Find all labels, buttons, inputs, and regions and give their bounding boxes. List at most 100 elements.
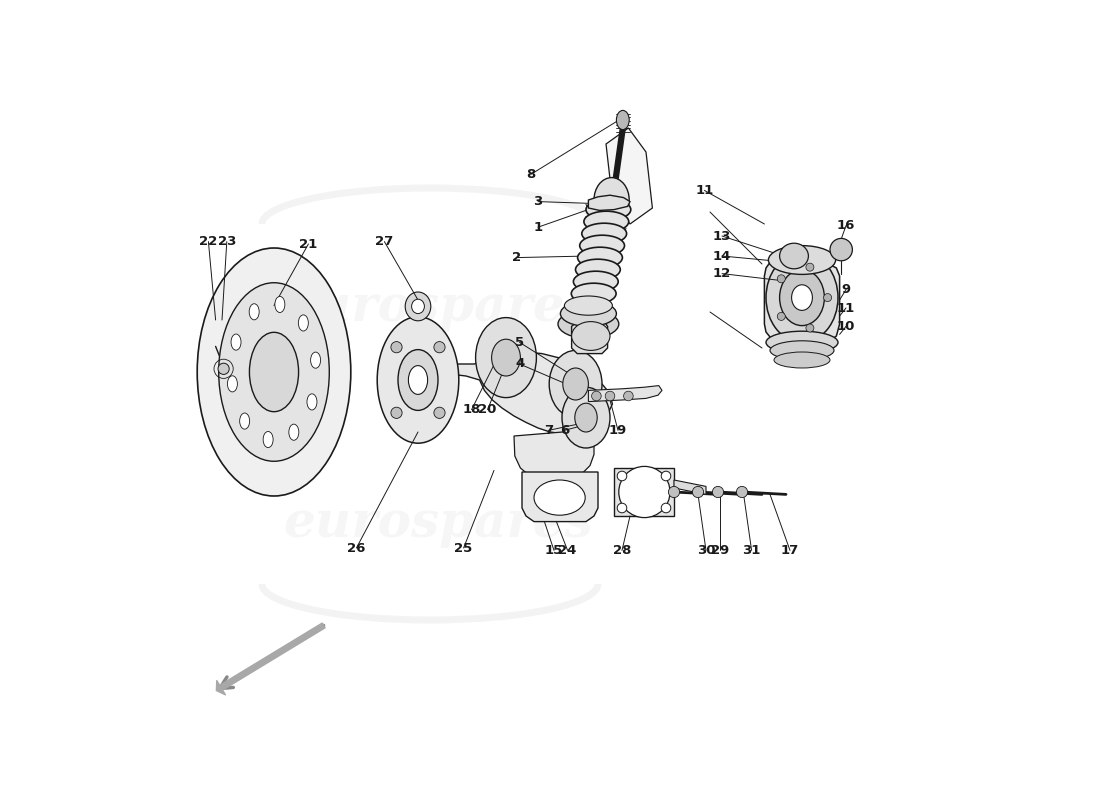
Ellipse shape [669, 486, 680, 498]
Ellipse shape [377, 317, 459, 443]
Ellipse shape [806, 324, 814, 332]
Ellipse shape [582, 223, 627, 244]
Polygon shape [572, 322, 607, 354]
Ellipse shape [661, 503, 671, 513]
Ellipse shape [263, 431, 273, 447]
Ellipse shape [310, 352, 320, 368]
Text: 29: 29 [712, 544, 729, 557]
Text: 17: 17 [781, 544, 799, 557]
Ellipse shape [411, 299, 425, 314]
Ellipse shape [766, 331, 838, 354]
Ellipse shape [572, 322, 610, 350]
Ellipse shape [558, 310, 619, 338]
Ellipse shape [250, 332, 298, 412]
Ellipse shape [390, 342, 403, 353]
Text: 12: 12 [713, 267, 732, 280]
Text: 30: 30 [696, 544, 715, 557]
Polygon shape [514, 430, 594, 482]
Text: 25: 25 [454, 542, 473, 554]
Ellipse shape [824, 294, 832, 302]
Ellipse shape [390, 407, 403, 418]
Ellipse shape [792, 285, 813, 310]
Polygon shape [674, 480, 706, 494]
Ellipse shape [564, 296, 613, 315]
Ellipse shape [398, 350, 438, 410]
Ellipse shape [713, 486, 724, 498]
Ellipse shape [770, 341, 834, 360]
Ellipse shape [736, 486, 748, 498]
Ellipse shape [617, 503, 627, 513]
Text: 4: 4 [515, 358, 525, 370]
Text: 26: 26 [348, 542, 365, 554]
Text: 13: 13 [713, 230, 732, 242]
Ellipse shape [219, 282, 329, 462]
Polygon shape [614, 468, 674, 516]
Ellipse shape [218, 363, 229, 374]
Text: 27: 27 [375, 235, 394, 248]
Polygon shape [606, 128, 652, 224]
Ellipse shape [475, 318, 537, 398]
Text: 3: 3 [534, 195, 542, 208]
Ellipse shape [692, 486, 704, 498]
Ellipse shape [806, 263, 814, 271]
Polygon shape [588, 386, 662, 402]
Ellipse shape [240, 413, 250, 429]
Ellipse shape [575, 403, 597, 432]
Text: 31: 31 [742, 544, 761, 557]
Text: 11: 11 [837, 302, 855, 314]
Ellipse shape [617, 471, 627, 481]
Ellipse shape [774, 352, 830, 368]
Ellipse shape [594, 178, 629, 222]
Polygon shape [452, 352, 613, 434]
Text: 2: 2 [512, 251, 521, 264]
Text: 21: 21 [299, 238, 318, 250]
Polygon shape [764, 260, 839, 346]
Text: eurospares: eurospares [283, 283, 593, 333]
Text: 6: 6 [560, 424, 569, 437]
Text: 24: 24 [559, 544, 576, 557]
Ellipse shape [228, 376, 238, 392]
Ellipse shape [592, 391, 602, 401]
Ellipse shape [492, 339, 520, 376]
Ellipse shape [408, 366, 428, 394]
Ellipse shape [231, 334, 241, 350]
Polygon shape [588, 195, 630, 210]
Text: 9: 9 [842, 283, 850, 296]
Ellipse shape [289, 424, 299, 440]
Ellipse shape [584, 211, 629, 232]
Text: 15: 15 [544, 544, 563, 557]
Ellipse shape [769, 246, 836, 274]
Polygon shape [522, 472, 598, 522]
Ellipse shape [534, 480, 585, 515]
Ellipse shape [616, 110, 629, 130]
Ellipse shape [624, 391, 634, 401]
Text: 14: 14 [713, 250, 732, 262]
Text: 11: 11 [695, 184, 714, 197]
Text: 19: 19 [609, 424, 627, 437]
Ellipse shape [586, 199, 630, 220]
Text: 20: 20 [478, 403, 497, 416]
Ellipse shape [562, 387, 611, 448]
Ellipse shape [563, 368, 589, 400]
Ellipse shape [619, 466, 670, 518]
Ellipse shape [573, 271, 618, 292]
Ellipse shape [433, 342, 446, 353]
Ellipse shape [275, 297, 285, 313]
Ellipse shape [405, 292, 431, 321]
Ellipse shape [780, 243, 808, 269]
Ellipse shape [575, 259, 620, 280]
Text: 28: 28 [613, 544, 631, 557]
Ellipse shape [560, 301, 616, 326]
Text: 22: 22 [199, 235, 218, 248]
Text: 1: 1 [534, 221, 542, 234]
Ellipse shape [549, 350, 602, 418]
Ellipse shape [571, 283, 616, 304]
Ellipse shape [250, 304, 260, 320]
Ellipse shape [433, 407, 446, 418]
Ellipse shape [661, 471, 671, 481]
Text: eurospares: eurospares [283, 499, 593, 549]
Ellipse shape [578, 247, 623, 268]
Text: 7: 7 [543, 424, 553, 437]
Text: 16: 16 [837, 219, 855, 232]
Ellipse shape [197, 248, 351, 496]
